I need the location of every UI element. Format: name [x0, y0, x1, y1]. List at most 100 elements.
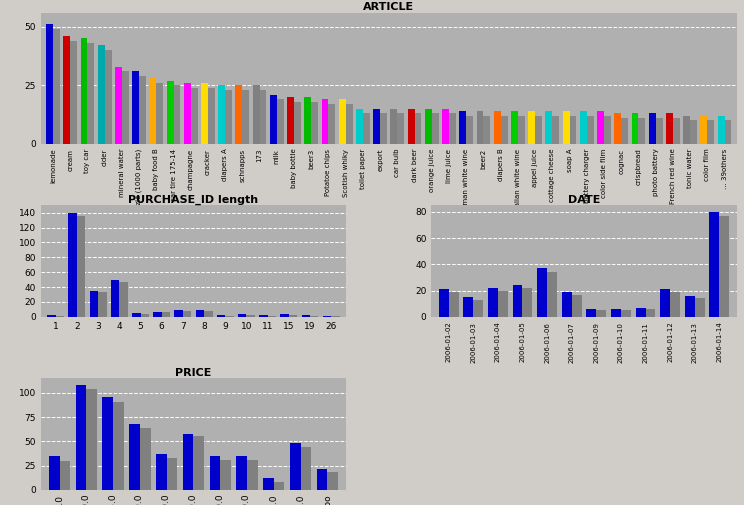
- Bar: [501, 116, 507, 144]
- Bar: [660, 289, 670, 317]
- Bar: [208, 88, 215, 144]
- Bar: [473, 300, 483, 317]
- Bar: [586, 309, 596, 317]
- Bar: [184, 83, 190, 144]
- Bar: [638, 118, 645, 144]
- Title: ARTICLE: ARTICLE: [363, 2, 414, 12]
- Bar: [243, 90, 249, 144]
- Bar: [122, 71, 129, 144]
- Bar: [718, 116, 725, 144]
- Bar: [156, 83, 163, 144]
- Bar: [237, 456, 247, 490]
- Bar: [528, 111, 535, 144]
- Bar: [301, 316, 310, 317]
- Bar: [204, 311, 213, 317]
- Bar: [552, 116, 559, 144]
- Bar: [442, 109, 449, 144]
- Bar: [304, 97, 311, 144]
- Bar: [220, 460, 231, 490]
- Bar: [70, 41, 77, 144]
- Bar: [484, 116, 490, 144]
- Bar: [646, 309, 655, 317]
- Bar: [708, 120, 714, 144]
- Bar: [391, 109, 397, 144]
- Bar: [649, 114, 655, 144]
- Bar: [414, 114, 421, 144]
- Bar: [238, 314, 246, 317]
- Bar: [683, 116, 690, 144]
- Bar: [449, 114, 456, 144]
- Bar: [673, 118, 680, 144]
- Bar: [119, 282, 128, 317]
- Bar: [695, 298, 705, 317]
- Bar: [277, 99, 283, 144]
- Bar: [274, 482, 284, 490]
- Title: PURCHASE_ID length: PURCHASE_ID length: [129, 194, 258, 205]
- Bar: [339, 99, 346, 144]
- Bar: [218, 85, 225, 144]
- Bar: [439, 289, 449, 317]
- Bar: [141, 314, 149, 317]
- Bar: [60, 461, 71, 490]
- Bar: [670, 292, 680, 317]
- Bar: [174, 310, 183, 317]
- Bar: [356, 109, 363, 144]
- Bar: [190, 88, 198, 144]
- Bar: [328, 104, 336, 144]
- Bar: [615, 114, 621, 144]
- Bar: [90, 291, 98, 317]
- Bar: [253, 85, 260, 144]
- Bar: [289, 315, 298, 317]
- Bar: [380, 114, 387, 144]
- Bar: [346, 104, 353, 144]
- Bar: [635, 308, 646, 317]
- Bar: [167, 458, 177, 490]
- Bar: [570, 116, 577, 144]
- Bar: [236, 85, 243, 144]
- Bar: [132, 313, 141, 317]
- Bar: [167, 81, 173, 144]
- Title: DATE: DATE: [568, 194, 600, 205]
- Bar: [545, 111, 552, 144]
- Bar: [685, 296, 695, 317]
- Bar: [690, 120, 697, 144]
- Bar: [547, 272, 557, 317]
- Bar: [700, 116, 708, 144]
- Bar: [587, 116, 594, 144]
- Bar: [494, 111, 501, 144]
- Bar: [498, 290, 507, 317]
- Bar: [56, 316, 64, 317]
- Bar: [466, 116, 473, 144]
- Bar: [518, 116, 525, 144]
- Bar: [63, 36, 70, 144]
- Bar: [449, 292, 458, 317]
- Bar: [217, 316, 225, 317]
- Bar: [477, 111, 484, 144]
- Bar: [535, 116, 542, 144]
- Bar: [97, 45, 105, 144]
- Bar: [139, 76, 146, 144]
- Bar: [280, 314, 289, 317]
- Bar: [77, 217, 86, 317]
- Bar: [111, 280, 119, 317]
- Bar: [522, 288, 533, 317]
- Bar: [156, 454, 167, 490]
- Bar: [432, 114, 439, 144]
- Bar: [113, 401, 124, 490]
- Bar: [87, 43, 94, 144]
- Bar: [571, 294, 582, 317]
- Bar: [580, 111, 587, 144]
- Bar: [201, 83, 208, 144]
- Bar: [270, 94, 277, 144]
- Title: PRICE: PRICE: [176, 368, 211, 378]
- Bar: [323, 316, 331, 317]
- Bar: [263, 478, 274, 490]
- Bar: [310, 316, 318, 317]
- Bar: [247, 460, 257, 490]
- Bar: [129, 424, 140, 490]
- Bar: [562, 111, 570, 144]
- Bar: [183, 311, 191, 317]
- Bar: [48, 316, 56, 317]
- Bar: [193, 436, 204, 490]
- Bar: [562, 292, 571, 317]
